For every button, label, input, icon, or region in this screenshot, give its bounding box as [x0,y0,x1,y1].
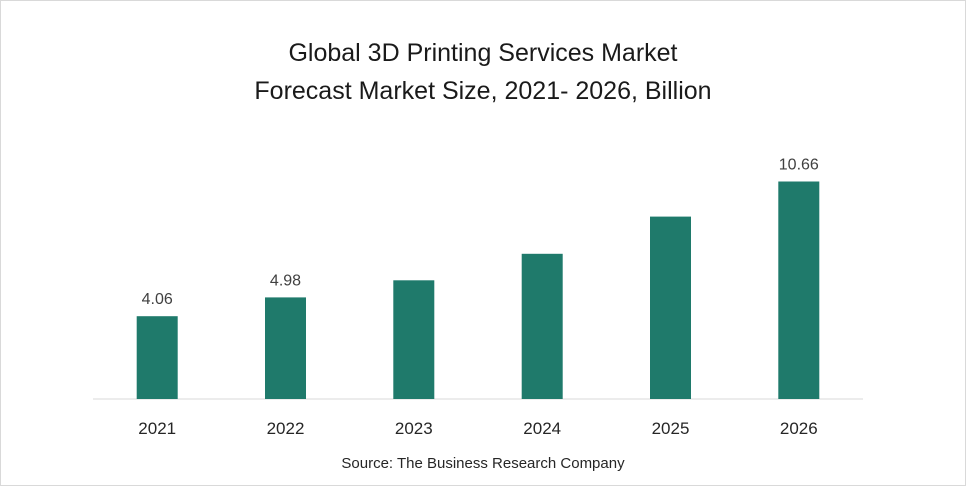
x-tick-label-2025: 2025 [652,419,690,438]
bar-2024 [521,253,563,399]
bar-2023 [393,280,435,399]
x-tick-label-2021: 2021 [138,419,176,438]
bar-2021 [136,316,178,399]
bar-2022 [265,297,306,399]
x-tick-label-2026: 2026 [780,419,818,438]
bar-2026 [778,181,820,399]
source-note: Source: The Business Research Company [341,455,625,472]
x-tick-label-2022: 2022 [267,419,305,438]
chart-title: Global 3D Printing Services Market Forec… [1,34,965,110]
data-label-2022: 4.98 [270,272,301,289]
data-label-2021: 4.06 [142,291,173,308]
data-label-2026: 10.66 [779,157,819,174]
chart-title-line-1: Global 3D Printing Services Market [288,39,678,67]
x-tick-label-2023: 2023 [395,419,433,438]
bar-2025 [650,216,691,399]
chart-title-line-2: Forecast Market Size, 2021- 2026, Billio… [254,77,712,105]
x-tick-label-2024: 2024 [523,419,561,438]
